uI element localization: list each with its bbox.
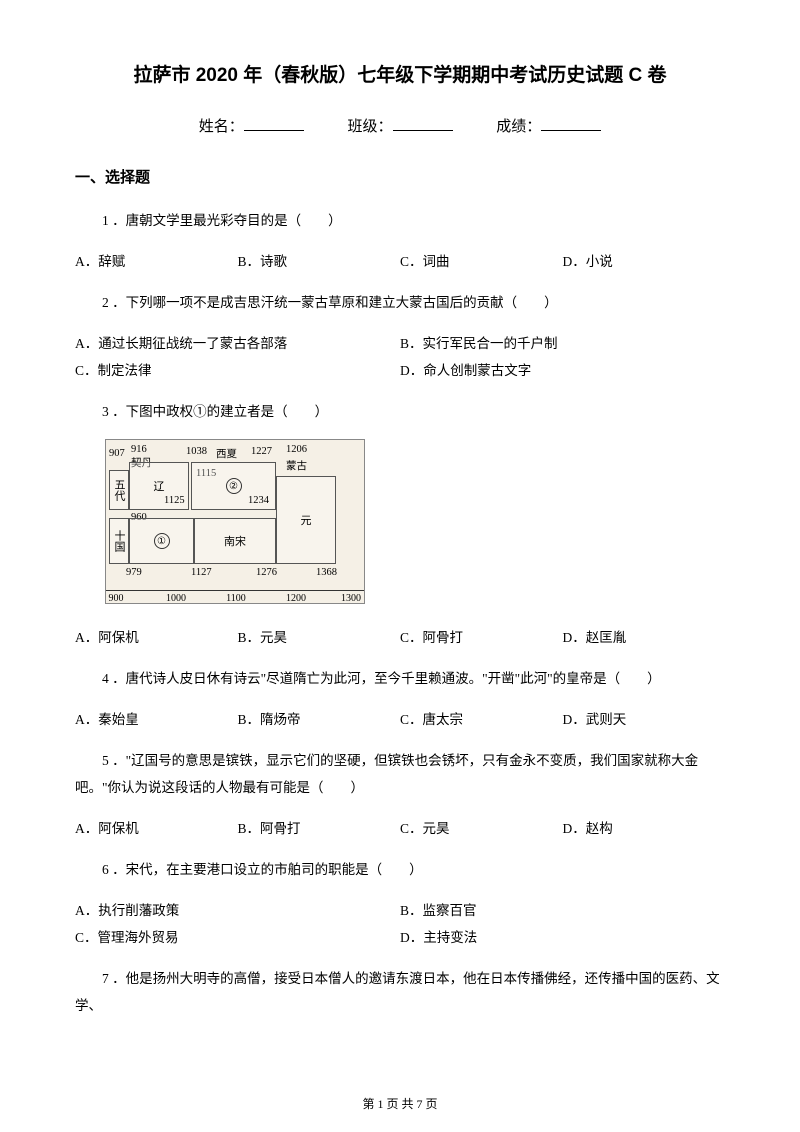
q3-option-c[interactable]: C．阿骨打 bbox=[400, 624, 563, 651]
lbl-1206: 1206 bbox=[286, 444, 307, 455]
tick-1000: 1000 bbox=[166, 593, 186, 604]
box-yuan: 元 bbox=[276, 476, 336, 564]
q1-option-b[interactable]: B．诗歌 bbox=[238, 248, 401, 275]
question-4: 4 ．唐代诗人皮日休有诗云"尽道隋亡为此河，至今千里赖通波。"开凿"此河"的皇帝… bbox=[75, 665, 725, 692]
question-5-options: A．阿保机 B．阿骨打 C．元昊 D．赵构 bbox=[75, 815, 725, 842]
axis-line bbox=[106, 590, 364, 591]
tick-900: 900 bbox=[109, 593, 124, 604]
question-1: 1 ．唐朝文学里最光彩夺目的是（ ） bbox=[75, 207, 725, 234]
q6-option-b[interactable]: B．监察百官 bbox=[400, 897, 725, 924]
box-shiguo: 十国 bbox=[109, 518, 129, 564]
lbl-1127: 1127 bbox=[191, 567, 212, 578]
name-blank[interactable] bbox=[244, 130, 304, 131]
q2-option-a[interactable]: A．通过长期征战统一了蒙古各部落 bbox=[75, 330, 400, 357]
question-6-options: A．执行削藩政策 B．监察百官 C．管理海外贸易 D．主持变法 bbox=[75, 897, 725, 951]
circle-1: ① bbox=[154, 533, 170, 549]
q4-option-b[interactable]: B．隋炀帝 bbox=[238, 706, 401, 733]
tick-1200: 1200 bbox=[286, 593, 306, 604]
q3-option-b[interactable]: B．元昊 bbox=[238, 624, 401, 651]
lbl-menggu: 蒙古 bbox=[286, 458, 307, 473]
q5-option-d[interactable]: D．赵构 bbox=[563, 815, 726, 842]
question-3: 3 ．下图中政权①的建立者是（ ） bbox=[75, 398, 725, 425]
question-4-options: A．秦始皇 B．隋炀帝 C．唐太宗 D．武则天 bbox=[75, 706, 725, 733]
q2-option-b[interactable]: B．实行军民合一的千户制 bbox=[400, 330, 725, 357]
q1-option-d[interactable]: D．小说 bbox=[563, 248, 726, 275]
q4-option-c[interactable]: C．唐太宗 bbox=[400, 706, 563, 733]
lbl-1227: 1227 bbox=[251, 446, 272, 457]
exam-title: 拉萨市 2020 年（春秋版）七年级下学期期中考试历史试题 C 卷 bbox=[75, 60, 725, 87]
lbl-1125: 1125 bbox=[164, 495, 185, 506]
tick-1300: 1300 bbox=[341, 593, 361, 604]
q3-option-d[interactable]: D．赵匡胤 bbox=[563, 624, 726, 651]
q5-option-c[interactable]: C．元昊 bbox=[400, 815, 563, 842]
page-footer: 第 1 页 共 7 页 bbox=[0, 1095, 800, 1112]
score-blank[interactable] bbox=[541, 130, 601, 131]
q5-option-a[interactable]: A．阿保机 bbox=[75, 815, 238, 842]
question-3-options: A．阿保机 B．元昊 C．阿骨打 D．赵匡胤 bbox=[75, 624, 725, 651]
circle-2: ② bbox=[226, 478, 242, 494]
q6-option-a[interactable]: A．执行削藩政策 bbox=[75, 897, 400, 924]
lbl-1368: 1368 bbox=[316, 567, 337, 578]
student-info-row: 姓名： 班级： 成绩： bbox=[75, 115, 725, 136]
box-wudai: 五代 bbox=[109, 470, 129, 510]
question-1-options: A．辞赋 B．诗歌 C．词曲 D．小说 bbox=[75, 248, 725, 275]
q1-option-a[interactable]: A．辞赋 bbox=[75, 248, 238, 275]
tick-1100: 1100 bbox=[226, 593, 246, 604]
q6-option-d[interactable]: D．主持变法 bbox=[400, 924, 725, 951]
question-2: 2 ．下列哪一项不是成吉思汗统一蒙古草原和建立大蒙古国后的贡献（ ） bbox=[75, 289, 725, 316]
question-7: 7 ．他是扬州大明寺的高僧，接受日本僧人的邀请东渡日本，他在日本传播佛经，还传播… bbox=[75, 965, 725, 1019]
name-label: 姓名： bbox=[199, 119, 244, 135]
section-1-header: 一、选择题 bbox=[75, 166, 725, 187]
q5-option-b[interactable]: B．阿骨打 bbox=[238, 815, 401, 842]
q2-option-c[interactable]: C．制定法律 bbox=[75, 357, 400, 384]
lbl-xixia: 西夏 bbox=[216, 446, 237, 461]
question-2-options: A．通过长期征战统一了蒙古各部落 B．实行军民合一的千户制 C．制定法律 D．命… bbox=[75, 330, 725, 384]
lbl-1234: 1234 bbox=[248, 495, 269, 506]
score-label: 成绩： bbox=[496, 119, 541, 135]
box-circle1: ① bbox=[129, 518, 194, 564]
lbl-1038: 1038 bbox=[186, 446, 207, 457]
lbl-1276: 1276 bbox=[256, 567, 277, 578]
question-6: 6 ．宋代，在主要港口设立的市舶司的职能是（ ） bbox=[75, 856, 725, 883]
dynasty-timeline-diagram: 907 916契丹 1038 西夏 1227 1206 蒙古 五代 辽 1115… bbox=[105, 439, 365, 604]
box-nansong: 南宋 bbox=[194, 518, 276, 564]
question-5-text: 5 ．"辽国号的意思是镔铁，显示它们的坚硬，但镔铁也会锈坏，只有金永不变质，我们… bbox=[75, 753, 698, 795]
class-blank[interactable] bbox=[393, 130, 453, 131]
lbl-907: 907 bbox=[109, 448, 125, 459]
question-5: 5 ．"辽国号的意思是镔铁，显示它们的坚硬，但镔铁也会锈坏，只有金永不变质，我们… bbox=[75, 747, 725, 801]
q6-option-c[interactable]: C．管理海外贸易 bbox=[75, 924, 400, 951]
lbl-979: 979 bbox=[126, 567, 142, 578]
q2-option-d[interactable]: D．命人创制蒙古文字 bbox=[400, 357, 725, 384]
class-label: 班级： bbox=[347, 119, 392, 135]
q4-option-d[interactable]: D．武则天 bbox=[563, 706, 726, 733]
q4-option-a[interactable]: A．秦始皇 bbox=[75, 706, 238, 733]
q3-option-a[interactable]: A．阿保机 bbox=[75, 624, 238, 651]
q1-option-c[interactable]: C．词曲 bbox=[400, 248, 563, 275]
